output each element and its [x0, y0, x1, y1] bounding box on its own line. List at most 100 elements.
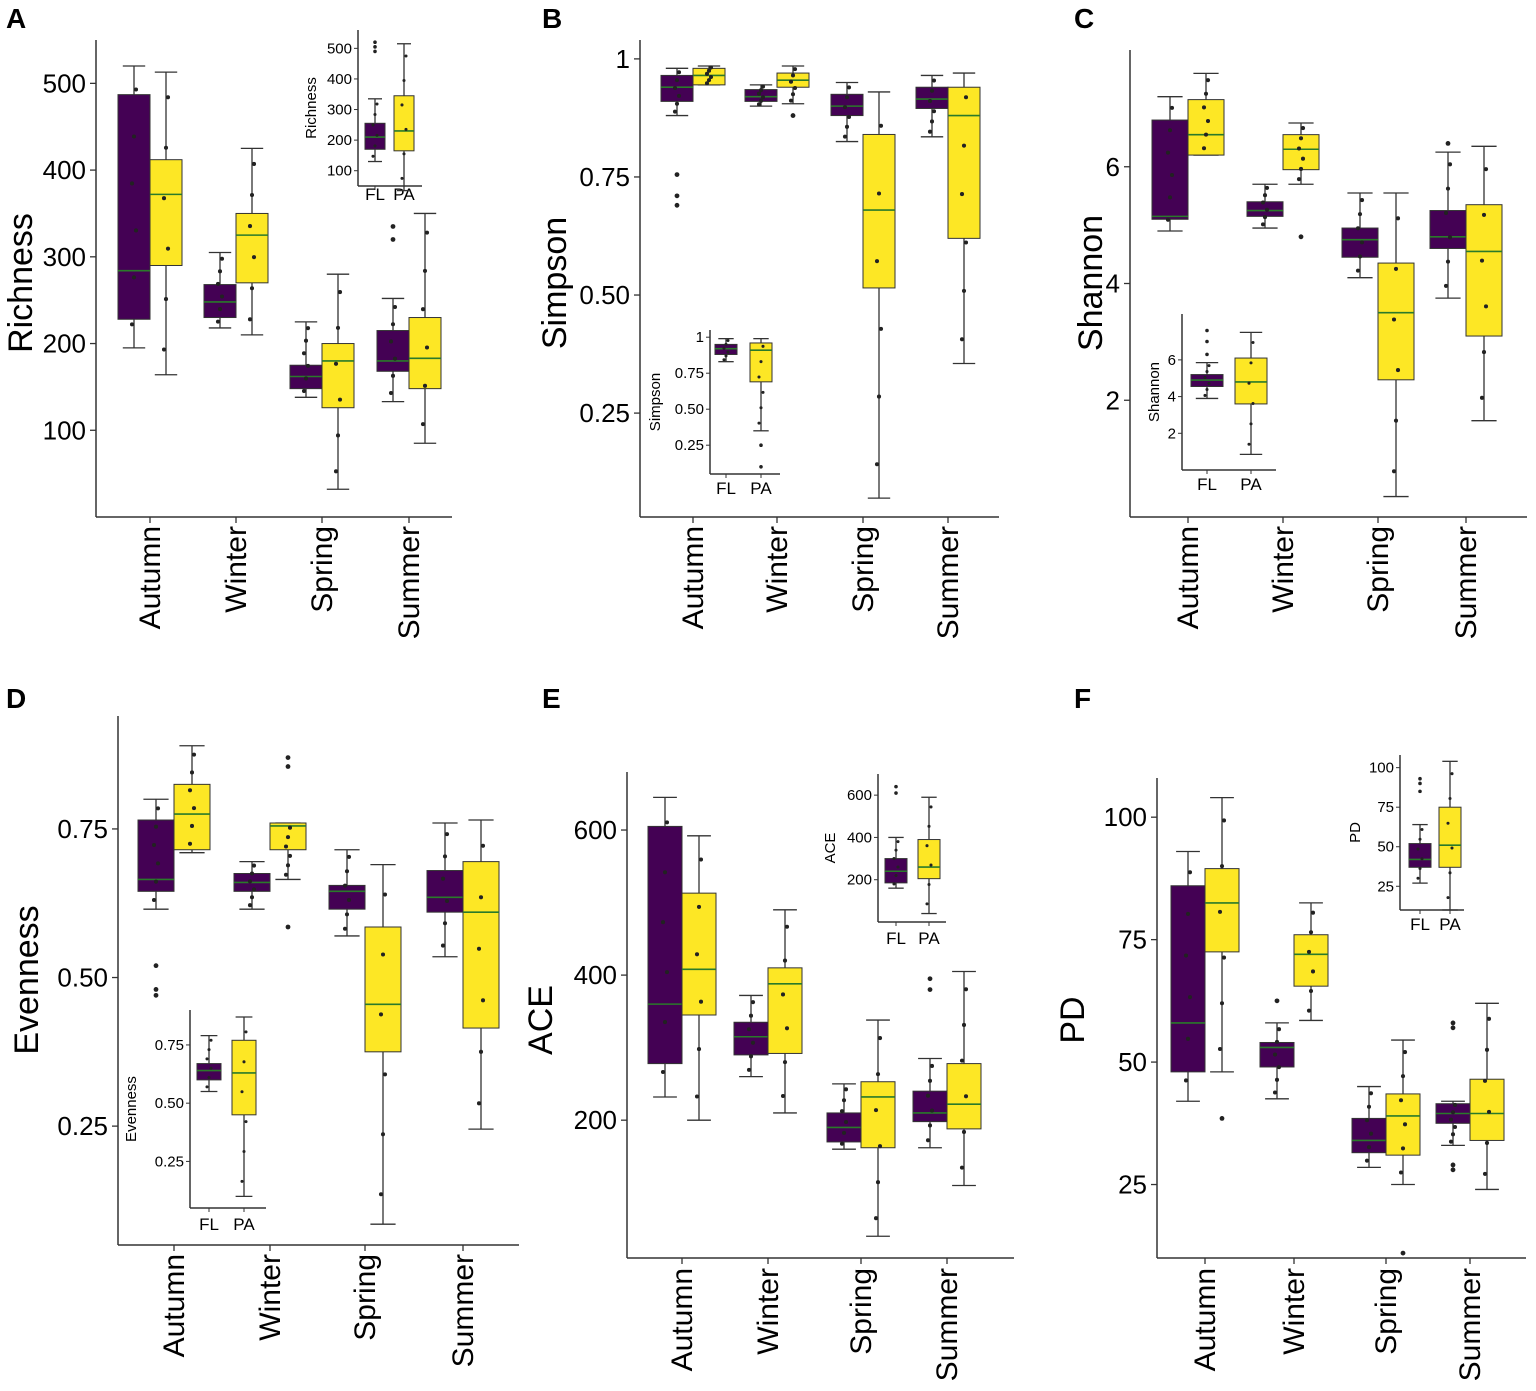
panel-c-pa-winter-box [1282, 134, 1320, 171]
panel-c-inset-category-label: FL [1197, 475, 1217, 494]
panel-e-inset-fl-sample-3 [892, 857, 896, 861]
panel-f-pa-autumn-outlier-0 [1219, 1116, 1225, 1121]
panel-b-inset-fl-sample-4 [724, 342, 728, 346]
panel-d-fl-autumn-sample-3 [151, 842, 157, 848]
panel-e-pa-autumn [681, 835, 717, 1121]
panel-f-fl-winter-sample-4 [1274, 1039, 1280, 1044]
panel-a-fl-winter-sample-4 [217, 269, 223, 274]
panel-f-pa-winter-sample-2 [1310, 969, 1316, 974]
panel-d-fl-spring-sample-2 [346, 897, 352, 903]
panel-e-fl-autumn [647, 796, 683, 1098]
panel-f-inset-fl-outlier-2 [1418, 776, 1422, 781]
panel-c-pa-spring-sample-0 [1391, 469, 1397, 474]
panel-b-inset-pa [749, 337, 773, 469]
panel-c-pa-winter [1282, 122, 1320, 240]
panel-b-inset-fl-sample-0 [722, 358, 726, 362]
panel-f-fl-spring [1351, 1085, 1387, 1169]
panel-b-fl-winter-sample-0 [756, 102, 762, 107]
panel-e-pa-summer-sample-4 [961, 1022, 967, 1028]
panel-e-inset-fl-sample-0 [892, 882, 896, 886]
panel-f-inset-ytick-label: 100 [1369, 760, 1394, 777]
panel-c-pa-spring [1377, 192, 1415, 498]
panel-a-fl-autumn-sample-2 [133, 228, 139, 233]
panel-e-inset-pa-sample-0 [925, 902, 929, 906]
panel-d-pa-spring-sample-4 [380, 952, 386, 957]
panel-d-pa-autumn-box [173, 783, 211, 851]
panel-f-inset-pa-sample-5 [1450, 772, 1454, 776]
panel-d-fl-spring-sample-4 [344, 869, 350, 874]
panel-d-pa-summer-box [462, 861, 500, 1029]
panel-f-fl-summer [1435, 1020, 1471, 1173]
panel-a-inset-fl-sample-0 [371, 154, 375, 158]
panel-a-pa-winter-sample-4 [249, 192, 255, 198]
panel-f-category-label: Winter [1278, 1268, 1311, 1355]
panel-e-category-label: Winter [752, 1268, 785, 1355]
panel-e-fl-autumn-sample-5 [664, 820, 670, 825]
panel-f-fl-autumn-sample-5 [1187, 870, 1193, 875]
panel-d-pa-spring-sample-3 [378, 1012, 384, 1017]
panel-e-pa-summer-sample-1 [961, 1129, 967, 1135]
panel-e-pa-spring-sample-1 [875, 1180, 881, 1185]
panel-c-pa-summer-box [1465, 204, 1503, 337]
panel-f-inset-fl [1408, 776, 1432, 884]
panel-e-pa-summer-sample-5 [963, 987, 969, 992]
panel-b-category-label: Autumn [677, 526, 710, 629]
panel-a-pa-spring-box [321, 343, 355, 409]
panel-b-inset-ytick-label: 0.75 [675, 365, 704, 382]
panel-d-pa-winter-outlier-2 [285, 755, 291, 761]
panel-b-fl-summer [915, 74, 949, 138]
panel-d-fl-summer-sample-4 [442, 854, 448, 859]
panel-e-pa-autumn-sample-3 [694, 952, 700, 957]
panel-c-inset-fl [1190, 328, 1224, 400]
panel-f-pa-spring-sample-3 [1398, 1098, 1404, 1103]
panel-a-inset-pa-box [393, 95, 415, 152]
panel-b-fl-summer-sample-2 [931, 109, 937, 114]
panel-d-fl-summer [426, 822, 464, 958]
panel-f-pa-autumn-box [1204, 868, 1240, 953]
panel-e-inset-pa-sample-3 [925, 844, 929, 848]
panel-f-fl-autumn [1170, 850, 1206, 1102]
panel-c-pa-summer-sample-4 [1481, 212, 1487, 217]
panel-a-pa-spring-sample-0 [333, 469, 339, 474]
panel-a-inset-fl-sample-3 [371, 123, 375, 127]
panel-d-fl-spring [328, 849, 366, 937]
panel-d-pa-autumn [173, 745, 211, 854]
panel-e-pa-autumn-sample-0 [694, 1094, 700, 1099]
panel-d-pa-summer-sample-0 [476, 1101, 482, 1106]
panel-f-inset-fl-sample-4 [1418, 837, 1422, 841]
panel-d-pa-spring [364, 863, 402, 1225]
panel-e-ytick-label: 400 [574, 960, 617, 990]
panel-e-inset-fl-sample-5 [896, 840, 900, 844]
panel-a-fl-autumn [117, 65, 151, 349]
panel-a-pa-autumn-sample-2 [165, 246, 171, 251]
panel-d-fl-autumn-sample-1 [153, 879, 159, 884]
panel-f-fl-autumn-sample-0 [1183, 1078, 1189, 1083]
panel-f-pa-spring-sample-2 [1402, 1122, 1408, 1127]
panel-a-inset-fl-sample-5 [375, 102, 379, 106]
panel-e-fl-spring-sample-0 [839, 1141, 845, 1146]
panel-a-inset-pa-sample-4 [402, 78, 406, 83]
panel-e-fl-spring [826, 1083, 862, 1150]
panel-d-fl-winter-sample-4 [249, 871, 255, 876]
panel-c-pa-spring-sample-2 [1395, 368, 1401, 373]
panel-d-fl-winter-sample-0 [247, 903, 253, 908]
panel-d-category-label: Summer [447, 1254, 480, 1367]
panel-c-inset-fl-sample-1 [1205, 387, 1209, 392]
panel-f-inset-fl-sample-1 [1418, 866, 1422, 871]
panel-a-pa-summer-sample-0 [420, 422, 426, 427]
panel-b-fl-summer-sample-5 [931, 78, 937, 83]
panel-a-fl-winter-sample-5 [219, 256, 225, 261]
panel-d-fl-autumn-outlier-2 [153, 963, 159, 969]
panel-c-pa-winter-sample-1 [1298, 166, 1304, 171]
panel-e-inset-pa-sample-1 [927, 882, 931, 887]
panel-c-inset-fl-outlier-0 [1205, 352, 1209, 357]
panel-a-fl-spring-sample-0 [301, 388, 307, 394]
panel-f-inset-fl-sample-5 [1420, 827, 1424, 831]
panel-f-inset: 25 50 75 100 PD FL PA [1347, 755, 1464, 934]
panel-c-fl-winter-sample-2 [1264, 207, 1270, 212]
panel-c-inset-ytick-label: 6 [1168, 352, 1176, 369]
panel-e-fl-spring-sample-2 [843, 1119, 849, 1125]
panel-c-y-label: Shannon [1072, 215, 1110, 351]
panel-d-pa-winter-sample-4 [285, 835, 291, 840]
panel-e-fl-autumn-sample-4 [662, 870, 668, 875]
